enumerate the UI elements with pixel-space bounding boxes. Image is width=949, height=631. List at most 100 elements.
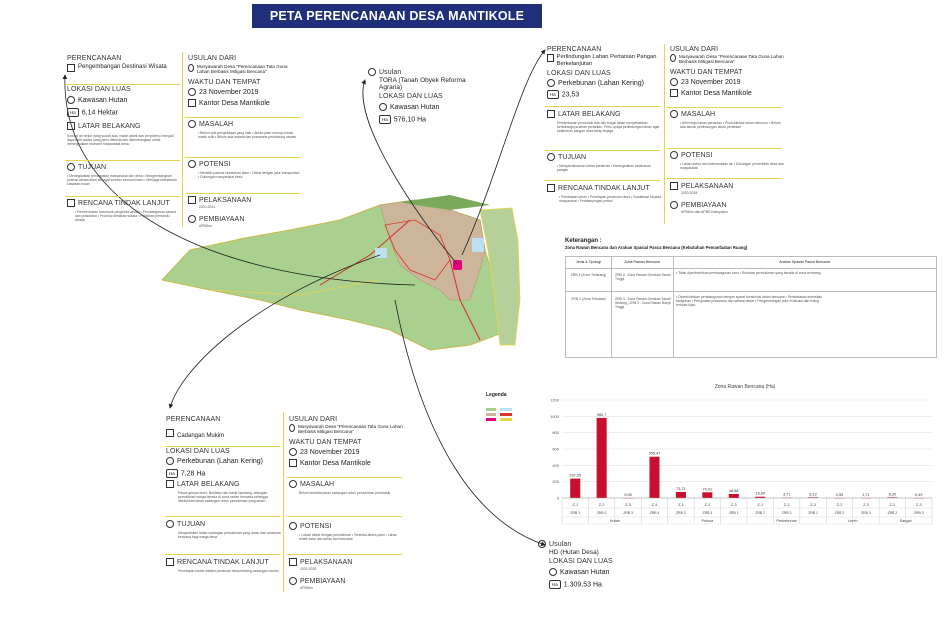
building-icon (670, 88, 678, 97)
area-icon: Ha (166, 468, 178, 478)
x-tick-label: Z-2 (784, 503, 790, 507)
east-strip (479, 207, 521, 346)
list-icon (547, 184, 555, 192)
tr-perencanaan: PERENCANAAN Perlindungan Lahan Pertanian… (547, 46, 657, 99)
group-label: Hutan (610, 519, 620, 523)
building-icon (188, 98, 196, 107)
alert-icon (289, 480, 297, 488)
bl-potensi: POTENSI • Lokasi dekat dengan pemukiman … (289, 522, 404, 541)
bar (570, 478, 581, 498)
bar-value-label: 0,49 (915, 493, 922, 497)
y-tick-label: 200 (552, 479, 559, 484)
bl-rencana: RENCANA TINDAK LANJUT Penetapan lokasi m… (166, 558, 281, 573)
bar (808, 497, 819, 498)
clock-icon (289, 447, 297, 456)
x-tick-label: Z-3 (810, 503, 816, 507)
water-body (472, 238, 484, 252)
tr-potensi: POTENSI • Lahan subur dan ketersediaan a… (670, 151, 785, 170)
location-icon (166, 457, 174, 465)
x-tick-label: Z-2 (599, 503, 605, 507)
bar (887, 497, 898, 498)
bar-value-label: 0,55 (836, 493, 843, 497)
bar-value-label: 980,7 (597, 413, 607, 417)
village-map (161, 195, 521, 351)
x-tick-label: Z-1 (572, 503, 578, 507)
bar (649, 456, 660, 498)
group-label: Perkebunan (776, 519, 796, 523)
x-subtick-label: ZRB 1 (808, 511, 818, 515)
document-icon (67, 64, 75, 72)
bar-value-label: 73,71 (676, 487, 686, 491)
money-icon (289, 577, 297, 586)
y-tick-label: 800 (552, 430, 559, 435)
north-forest (400, 195, 490, 210)
refresh-icon (547, 110, 555, 118)
x-tick-label: Z-2 (890, 503, 896, 507)
x-subtick-label: ZRB 4 (650, 511, 660, 515)
y-tick-label: 400 (552, 463, 559, 468)
x-subtick-label: ZRB 2 (888, 511, 898, 515)
x-tick-label: Z-3 (916, 503, 922, 507)
location-icon (379, 102, 387, 111)
tr-latar: LATAR BELAKANG Pertambahan penduduk dan … (547, 110, 662, 133)
lightbulb-icon (188, 160, 196, 168)
road (449, 259, 481, 341)
x-subtick-label: ZRB 2 (597, 511, 607, 515)
calendar-icon (188, 196, 196, 204)
x-tick-label: Z-3 (625, 503, 631, 507)
arrow-to-hutan-desa (394, 299, 546, 547)
bar-chart: Zona Rawan Bencana (Ha) 0 200 400 600 800 100… (550, 384, 933, 525)
legend-swatch (500, 418, 512, 421)
x-tick-label: Z-2 (705, 503, 711, 507)
legend-title: Legenda (486, 392, 507, 398)
bar-value-label: 48,88 (729, 489, 739, 493)
x-tick-label: Z-1 (678, 503, 684, 507)
tl-usulan: USULAN DARI Musyawarah Desa "Perencanaan… (188, 55, 288, 107)
bar (596, 417, 607, 498)
tl-latar: LATAR BELAKANG Kondisi air terjun yang s… (67, 122, 174, 147)
arrow-to-pertanian (461, 49, 546, 256)
bar-value-label: 70,01 (703, 487, 713, 491)
map-legend: Legenda (486, 392, 534, 421)
document-icon (547, 54, 554, 62)
bar (702, 492, 713, 498)
lightbulb-icon (670, 151, 678, 159)
tl-lokasi: LOKASI DAN LUAS Kawasan Hutan Ha 6,14 Hek… (67, 86, 131, 117)
tree-icon (538, 540, 546, 548)
building-icon (289, 458, 297, 467)
x-subtick-label: ZRB 3 (623, 511, 633, 515)
refresh-icon (67, 122, 75, 130)
bar-value-label: 8,20 (889, 492, 896, 496)
list-icon (166, 558, 174, 566)
area-icon: Ha (67, 107, 79, 117)
target-icon (166, 520, 174, 528)
water-body (375, 248, 387, 258)
tl-masalah: MASALAH • Belum ada pengelolaan yang bai… (188, 120, 300, 139)
tr-tujuan: TUJUAN • Mempertahankan lahan pertanian … (547, 153, 662, 172)
tora-outline (384, 219, 451, 281)
x-subtick-label: ZRB 3 (782, 511, 792, 515)
lightbulb-icon (289, 522, 297, 530)
bl-pelaksanaan: PELAKSANAAN 2020-2025 PEMBIAYAAN APBDes (289, 558, 404, 590)
bar-value-label: 8,12 (809, 492, 816, 496)
location-icon (67, 96, 75, 104)
page-title: PETA PERENCANAAN DESA MANTIKOLE (252, 4, 542, 28)
chart-title: Zona Rawan Bencana (Ha) (715, 384, 776, 390)
clock-icon (188, 87, 196, 96)
x-tick-label: Z-3 (731, 503, 737, 507)
tree-icon (368, 68, 376, 76)
bar (675, 491, 686, 498)
x-tick-label: Z-4 (652, 503, 658, 507)
x-tick-label: Z-2 (837, 503, 843, 507)
hd-panel: Usulan HD (Hutan Desa) LOKASI DAN LUAS K… (538, 540, 656, 589)
bar-value-label: 0,05 (624, 493, 631, 497)
keterangan-table: Jenis & Tipologi Zona Rawan Bencana Arah… (565, 256, 937, 358)
x-subtick-label: ZRB 3 (703, 511, 713, 515)
bl-tujuan: TUJUAN Menyediakan lahan cadangan pemuki… (166, 520, 281, 539)
group-label: Lereh (848, 519, 858, 523)
money-icon (670, 201, 678, 210)
bl-latar: LATAR BELAKANG Pasca gempa bumi, likuifa… (166, 480, 281, 503)
x-subtick-label: ZRB 3 (914, 511, 924, 515)
list-icon (67, 199, 75, 207)
calendar-icon (670, 182, 678, 190)
